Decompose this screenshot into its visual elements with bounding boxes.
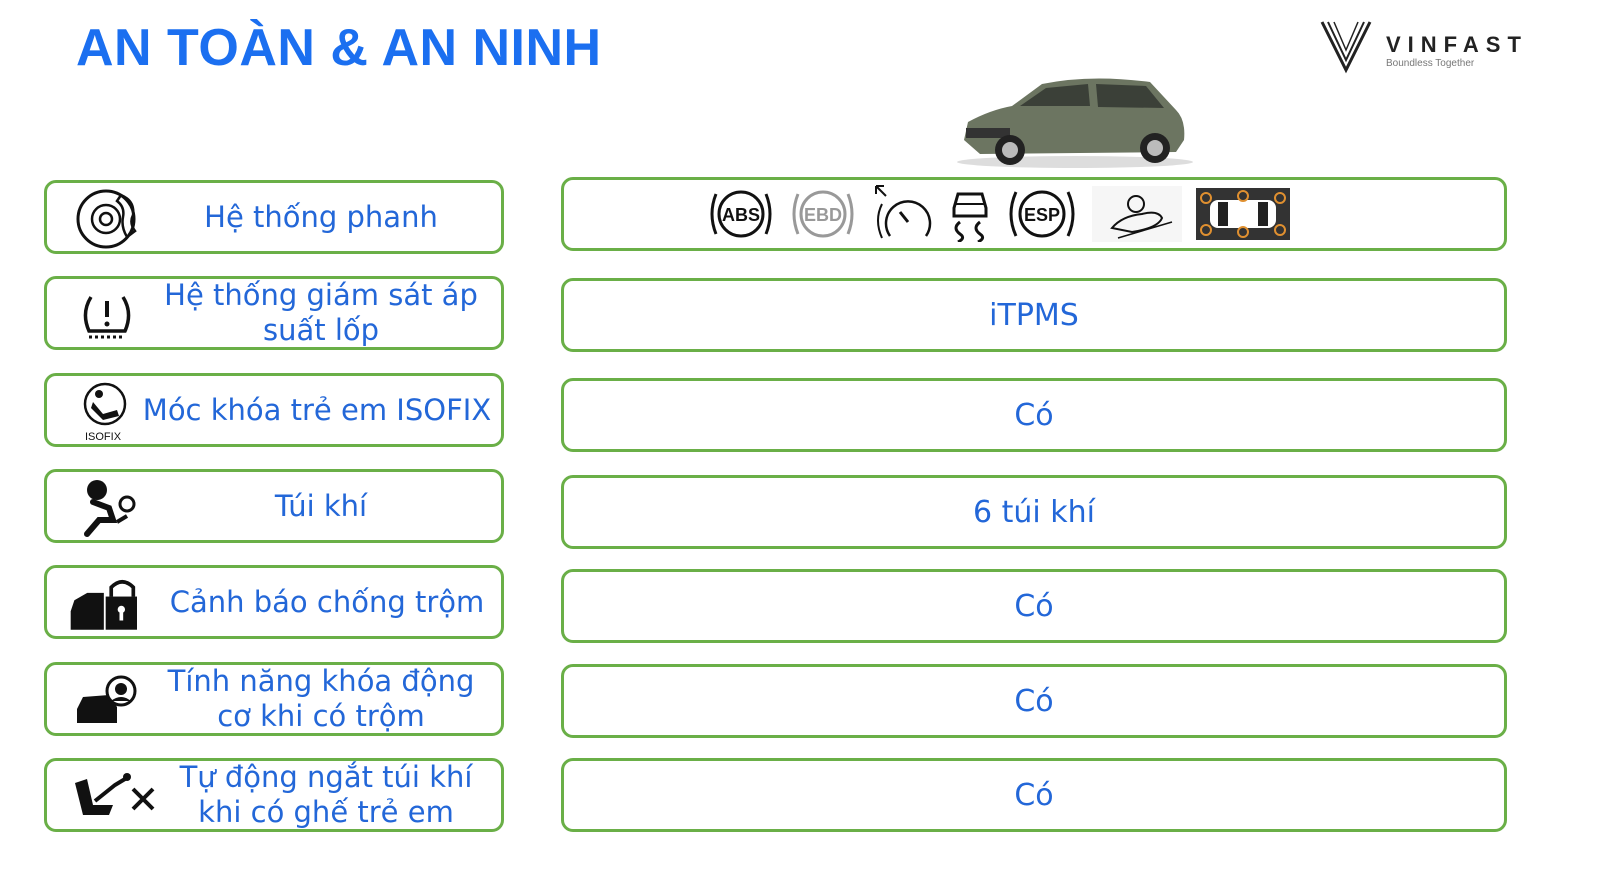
feature-value-anti-theft: Có: [561, 569, 1507, 643]
anti-theft-icon: [70, 579, 137, 630]
feature-airbags: Túi khí: [44, 469, 504, 543]
feature-label: Hệ thống phanh: [204, 199, 438, 234]
feature-value: 6 túi khí: [973, 494, 1095, 530]
feature-value-tire-pressure: iTPMS: [561, 278, 1507, 352]
feature-value-airbags: 6 túi khí: [561, 475, 1507, 549]
feature-value-isofix: Có: [561, 378, 1507, 452]
feature-label: Hệ thống giám sát áp suất lốp: [164, 278, 478, 347]
svg-text:ABS: ABS: [722, 205, 760, 225]
feature-anti-theft: Cảnh báo chống trộm: [44, 565, 504, 639]
feature-value: Có: [1014, 777, 1054, 813]
vinfast-logo: VINFAST Boundless Together: [1318, 18, 1558, 78]
feature-label: Tính năng khóa động cơ khi có trộm: [167, 664, 475, 733]
feature-value-airbag-deactivation: Có: [561, 758, 1507, 832]
page-title: AN TOÀN & AN NINH: [76, 19, 602, 77]
abs-icon: ABS: [710, 190, 772, 238]
feature-value: Có: [1014, 588, 1054, 624]
ebd-icon: EBD: [792, 190, 854, 238]
immobilizer-icon: [77, 675, 137, 723]
feature-brake-system: Hệ thống phanh: [44, 180, 504, 254]
svg-text:ESP: ESP: [1024, 205, 1060, 225]
hill-assist-icon: [1092, 186, 1182, 242]
esp-icon: ESP: [1009, 190, 1075, 238]
cruise-control-icon: [875, 185, 932, 239]
airbag-off-icon: [75, 773, 155, 815]
parking-sensors-icon: [1196, 188, 1290, 240]
feature-label: Cảnh báo chống trộm: [169, 584, 485, 619]
feature-value: Có: [1014, 683, 1054, 719]
feature-value-brake-system: ABS EBD ESP: [561, 177, 1507, 251]
feature-airbag-deactivation: Tự động ngắt túi khí khi có ghế trẻ em: [44, 758, 504, 832]
traction-control-icon: [952, 192, 988, 242]
isofix-icon: ISOFIX: [83, 382, 127, 442]
feature-label: Tự động ngắt túi khí khi có ghế trẻ em: [179, 760, 473, 829]
svg-text:EBD: EBD: [804, 205, 842, 225]
brand-name: VINFAST: [1386, 32, 1528, 57]
feature-label: Túi khí: [274, 488, 368, 523]
feature-tire-pressure: Hệ thống giám sát áp suất lốp: [44, 276, 504, 350]
feature-isofix: ISOFIX Móc khóa trẻ em ISOFIX: [44, 373, 504, 447]
car-image: [957, 78, 1193, 168]
feature-value: iTPMS: [989, 297, 1079, 333]
feature-value: Có: [1014, 397, 1054, 433]
tire-pressure-icon: [83, 296, 131, 339]
feature-label: Móc khóa trẻ em ISOFIX: [142, 392, 492, 427]
brake-disc-icon: [76, 189, 137, 249]
brand-tagline: Boundless Together: [1386, 58, 1475, 69]
airbag-icon: [84, 480, 136, 537]
feature-value-immobilizer: Có: [561, 664, 1507, 738]
feature-immobilizer: Tính năng khóa động cơ khi có trộm: [44, 662, 504, 736]
vinfast-v-icon: [1320, 21, 1372, 74]
isofix-icon-text: ISOFIX: [85, 431, 122, 442]
